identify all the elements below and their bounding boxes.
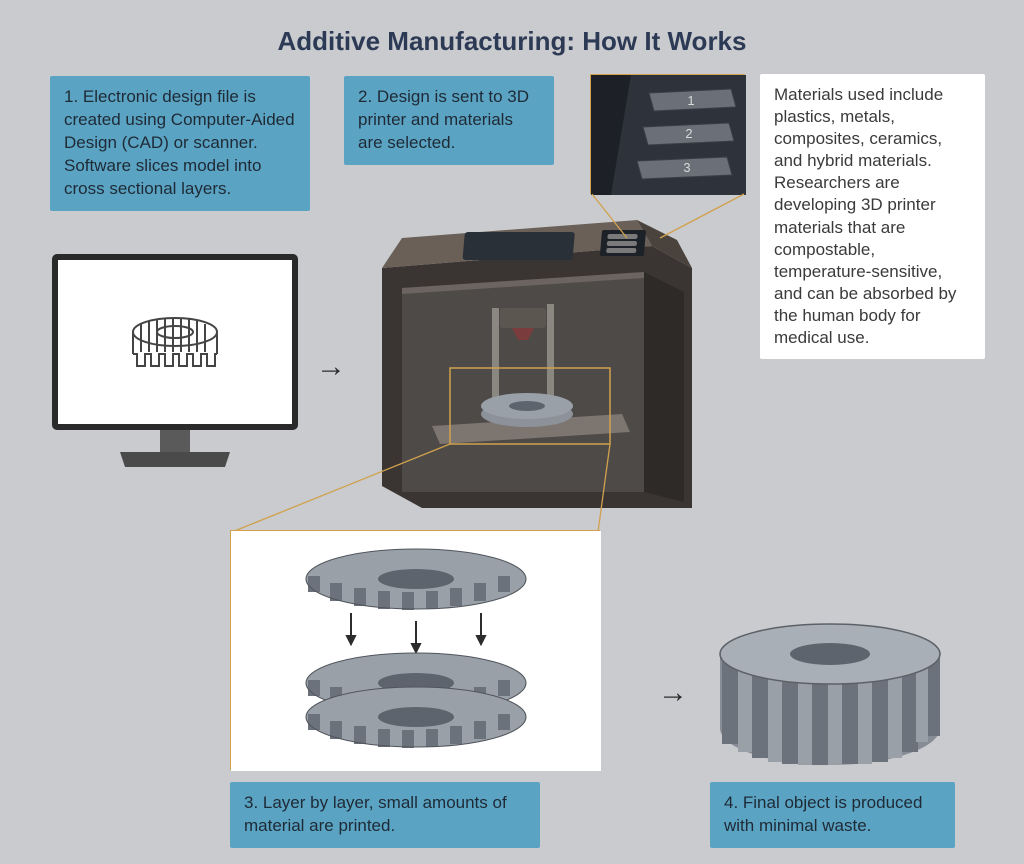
monitor-icon (50, 252, 300, 482)
panel-zoom-icon: 1 2 3 (591, 75, 746, 195)
page-title: Additive Manufacturing: How It Works (0, 26, 1024, 57)
materials-info-box: Materials used include plastics, metals,… (760, 74, 985, 359)
cad-monitor (50, 252, 300, 482)
arrow-2: → (658, 676, 688, 710)
step-4-box: 4. Final object is produced with minimal… (710, 782, 955, 848)
step-3-box: 3. Layer by layer, small amounts of mate… (230, 782, 540, 848)
arrow-1: → (316, 350, 346, 384)
gear-icon (710, 620, 950, 770)
printer-illustration (372, 208, 702, 518)
layers-zoom-panel (230, 530, 600, 770)
zoom-btn-1: 1 (687, 93, 694, 108)
printer-panel-zoom: 1 2 3 (590, 74, 745, 194)
printer-icon (372, 208, 702, 518)
step-2-box: 2. Design is sent to 3D printer and mate… (344, 76, 554, 165)
step-1-box: 1. Electronic design file is created usi… (50, 76, 310, 211)
zoom-btn-2: 2 (685, 126, 692, 141)
layers-icon (231, 531, 601, 771)
final-gear (710, 620, 950, 760)
zoom-btn-3: 3 (683, 160, 690, 175)
